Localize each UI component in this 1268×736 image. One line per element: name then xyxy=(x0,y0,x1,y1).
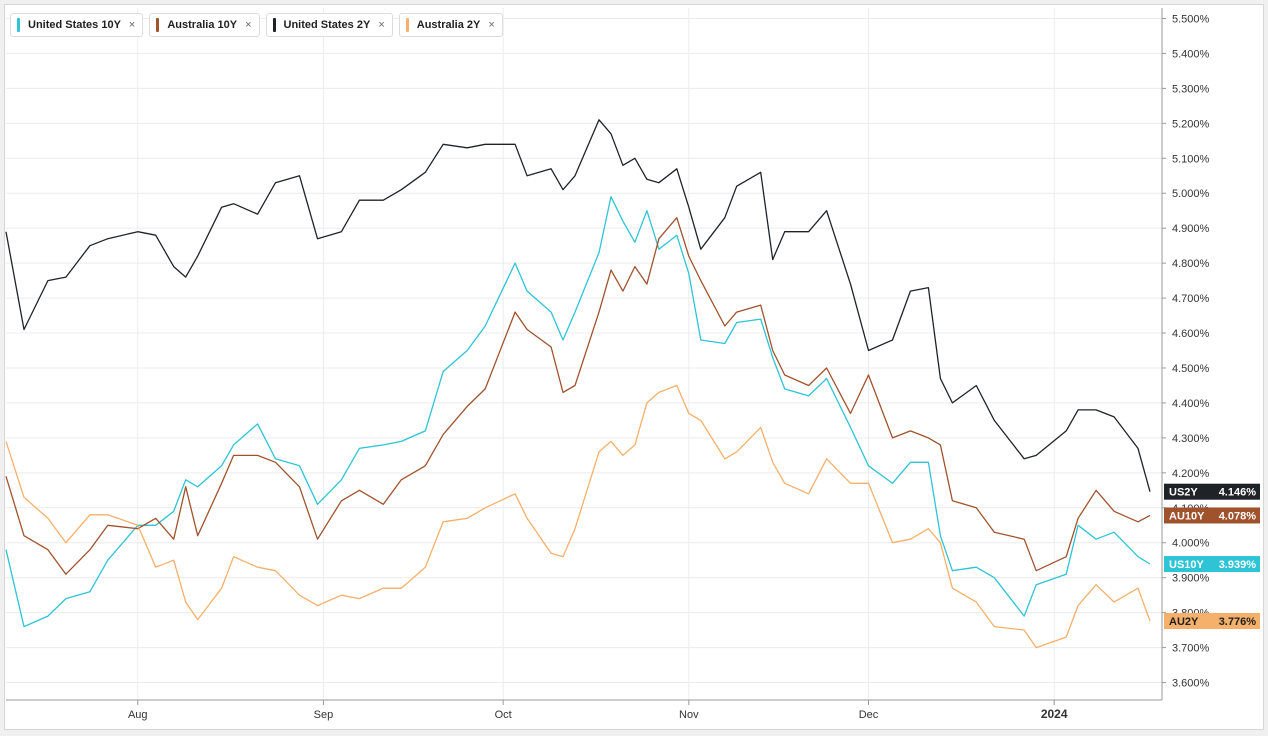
legend-label: United States 10Y xyxy=(28,19,121,31)
last-tag-value: 3.939% xyxy=(1219,559,1257,571)
y-tick-label: 5.100% xyxy=(1172,153,1210,165)
y-tick-label: 4.700% xyxy=(1172,293,1210,305)
series-line-us10y[interactable] xyxy=(5,196,1151,628)
y-tick-label: 4.000% xyxy=(1172,538,1210,550)
y-tick-label: 4.600% xyxy=(1172,328,1210,340)
last-tag-bg xyxy=(1164,556,1260,573)
last-tag-bg xyxy=(1164,483,1260,500)
legend-chip-us10y[interactable]: United States 10Y × xyxy=(10,13,144,37)
last-tag-value: 4.146% xyxy=(1219,487,1257,499)
series-line-us2y[interactable] xyxy=(5,119,1151,492)
x-tick-label: 2024 xyxy=(1041,707,1068,721)
legend: United States 10Y × Australia 10Y × Unit… xyxy=(10,13,503,37)
legend-swatch xyxy=(156,18,160,32)
y-tick-label: 3.600% xyxy=(1172,678,1210,690)
x-tick-label: Sep xyxy=(314,709,334,721)
last-tag-us10y: US10Y 3.939% xyxy=(1164,556,1260,573)
legend-chip-us2y[interactable]: United States 2Y × xyxy=(265,13,393,37)
last-value-tags: US10Y 3.939% AU10Y 4.078% US2Y 4.146% AU2Y 3.77… xyxy=(1164,483,1260,630)
y-tick-label: 4.200% xyxy=(1172,468,1210,480)
legend-label: Australia 10Y xyxy=(167,19,238,31)
x-tick-label: Dec xyxy=(859,709,879,721)
last-tag-au2y: AU2Y 3.776% xyxy=(1164,613,1260,630)
x-tick-label: Oct xyxy=(495,709,512,721)
close-icon[interactable]: × xyxy=(128,19,136,31)
y-tick-label: 3.700% xyxy=(1172,643,1210,655)
legend-chip-au10y[interactable]: Australia 10Y × xyxy=(149,13,260,37)
last-tag-bg xyxy=(1164,613,1260,630)
y-tick-label: 5.300% xyxy=(1172,83,1210,95)
close-icon[interactable]: × xyxy=(245,19,252,31)
close-icon[interactable]: × xyxy=(488,19,495,31)
x-tick-label: Nov xyxy=(679,709,699,721)
y-tick-label: 5.200% xyxy=(1172,118,1210,130)
last-tag-symbol: US2Y xyxy=(1169,487,1198,499)
axes: 5.500% 5.400% 5.300% 5.200% 5.100% 5.000% 4.90… xyxy=(6,8,1210,721)
legend-swatch xyxy=(405,18,409,32)
y-tick-label: 4.900% xyxy=(1172,223,1210,235)
y-tick-label: 4.400% xyxy=(1172,398,1210,410)
legend-chip-au2y[interactable]: Australia 2Y × xyxy=(398,13,503,37)
last-tag-value: 4.078% xyxy=(1219,510,1257,522)
y-tick-label: 5.500% xyxy=(1172,13,1210,25)
last-tag-symbol: US10Y xyxy=(1169,559,1205,571)
y-tick-label: 4.500% xyxy=(1172,363,1210,375)
y-tick-label: 5.000% xyxy=(1172,188,1210,200)
last-tag-au10y: AU10Y 4.078% xyxy=(1164,507,1260,524)
y-tick-label: 5.400% xyxy=(1172,48,1210,60)
y-tick-label: 4.300% xyxy=(1172,433,1210,445)
y-tick-label: 3.900% xyxy=(1172,573,1210,585)
x-tick-label: Aug xyxy=(128,709,148,721)
series-lines xyxy=(5,119,1151,649)
y-tick-label: 4.800% xyxy=(1172,258,1210,270)
close-icon[interactable]: × xyxy=(378,19,385,31)
grid xyxy=(6,8,1162,700)
series-line-au10y[interactable] xyxy=(5,217,1151,575)
last-tag-bg xyxy=(1164,507,1260,524)
last-tag-value: 3.776% xyxy=(1219,616,1257,628)
series-line-au2y[interactable] xyxy=(5,384,1151,649)
last-tag-symbol: AU2Y xyxy=(1169,616,1199,628)
last-tag-symbol: AU10Y xyxy=(1169,510,1205,522)
last-tag-us2y: US2Y 4.146% xyxy=(1164,483,1260,500)
legend-label: Australia 2Y xyxy=(416,19,481,31)
legend-swatch xyxy=(272,18,276,32)
legend-label: United States 2Y xyxy=(283,19,371,31)
legend-swatch xyxy=(17,18,20,32)
